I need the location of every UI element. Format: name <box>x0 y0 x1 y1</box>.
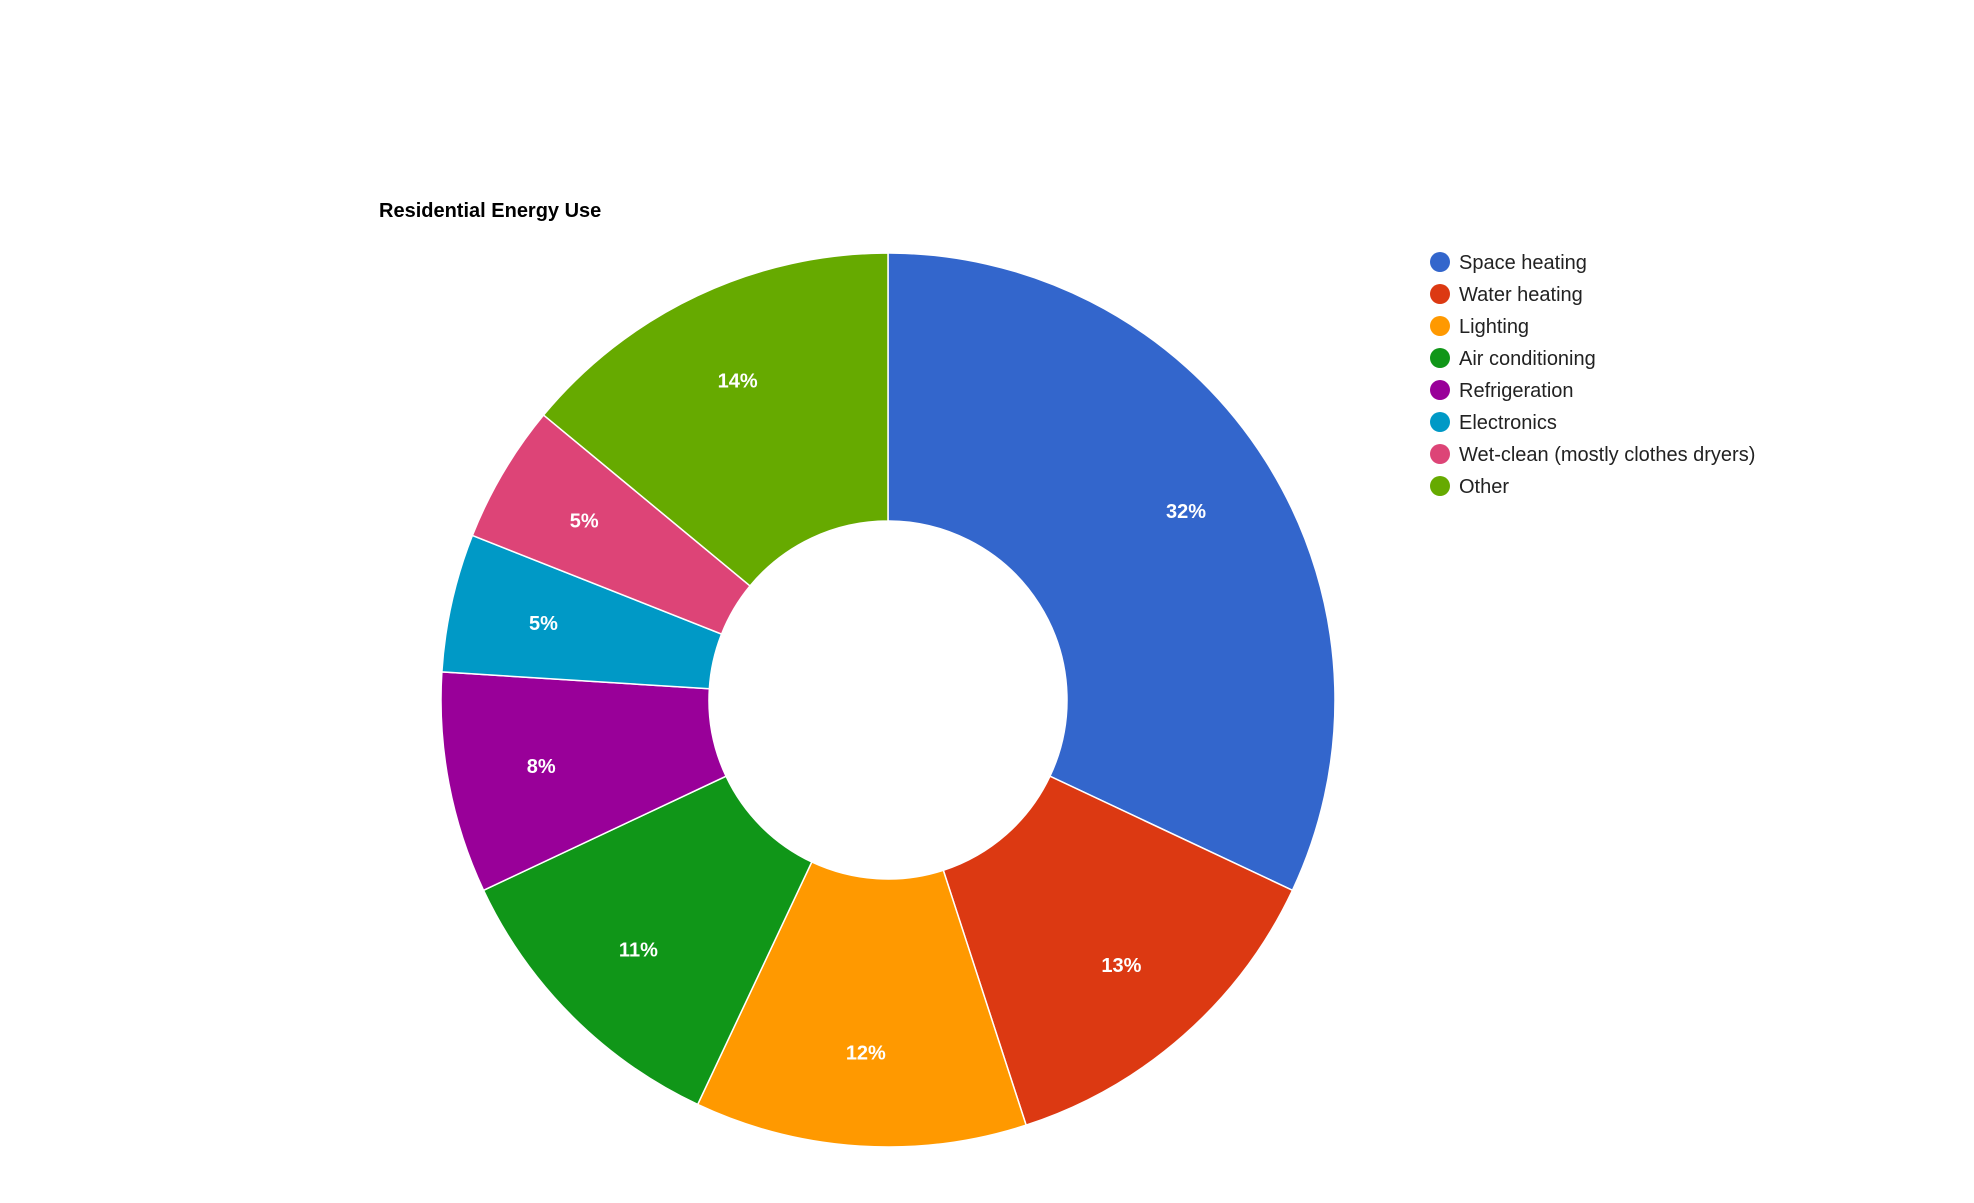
legend-swatch <box>1430 476 1450 496</box>
slice-label: 32% <box>1166 501 1206 523</box>
legend-label: Lighting <box>1459 316 1529 338</box>
legend-item[interactable]: Water heating <box>1430 284 1583 306</box>
legend-item[interactable]: Other <box>1430 476 1509 498</box>
slice-label: 5% <box>570 510 599 532</box>
slice-space-heating[interactable] <box>887 252 1336 892</box>
slice-label: 14% <box>718 371 758 393</box>
legend-swatch <box>1430 348 1450 368</box>
slice-air-conditioning[interactable] <box>482 775 813 1106</box>
legend-item[interactable]: Air conditioning <box>1430 348 1596 370</box>
legend-swatch <box>1430 380 1450 400</box>
legend-item[interactable]: Lighting <box>1430 316 1529 338</box>
slice-lighting[interactable] <box>696 860 1028 1148</box>
legend-swatch <box>1430 444 1450 464</box>
legend-label: Refrigeration <box>1459 380 1574 402</box>
legend-item[interactable]: Wet-clean (mostly clothes dryers) <box>1430 444 1755 466</box>
legend-label: Wet-clean (mostly clothes dryers) <box>1459 444 1755 466</box>
legend-label: Electronics <box>1459 412 1557 434</box>
legend-label: Water heating <box>1459 284 1583 306</box>
slice-label: 13% <box>1101 955 1141 977</box>
legend-item[interactable]: Refrigeration <box>1430 380 1574 402</box>
slice-label: 11% <box>619 940 658 962</box>
slice-label: 8% <box>527 756 556 778</box>
slice-labels: 32% 13% 12% 11% 8% 5% 5% 14% <box>527 371 1206 1065</box>
legend-label: Space heating <box>1459 252 1587 274</box>
slice-label: 5% <box>529 613 558 635</box>
legend-swatch <box>1430 412 1450 432</box>
legend-label: Other <box>1459 476 1509 498</box>
slice-other[interactable] <box>542 252 889 587</box>
slice-label: 12% <box>846 1042 886 1064</box>
legend: Space heating Water heating Lighting Air co… <box>1430 252 1755 498</box>
chart-title: Residential Energy Use <box>379 200 601 222</box>
slice-water-heating[interactable] <box>942 775 1294 1127</box>
pie-slices <box>440 252 1336 1148</box>
legend-item[interactable]: Space heating <box>1430 252 1587 274</box>
legend-label: Air conditioning <box>1459 348 1596 370</box>
legend-item[interactable]: Electronics <box>1430 412 1557 434</box>
legend-swatch <box>1430 284 1450 304</box>
legend-swatch <box>1430 316 1450 336</box>
legend-swatch <box>1430 252 1450 272</box>
